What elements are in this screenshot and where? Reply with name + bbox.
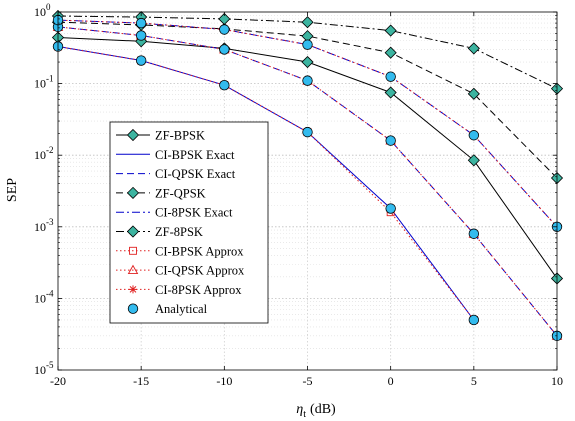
legend-item-ci-qpsk-approx: CI-QPSK Approx	[116, 264, 245, 278]
x-tick-label: -15	[133, 374, 149, 388]
data-point-zf-8psk	[384, 24, 397, 37]
legend-label: ZF-QPSK	[155, 186, 206, 200]
legend-label: CI-QPSK Exact	[155, 167, 236, 181]
x-axis-title-symbol: η	[296, 402, 303, 417]
y-tick-label: 10-1	[34, 74, 54, 91]
data-point-legend-ci-8psk-approx	[129, 285, 137, 294]
legend-item-ci-qpsk-exact: CI-QPSK Exact	[116, 167, 236, 181]
x-tick-label: 10	[551, 374, 563, 388]
x-axis-title: ηt (dB)	[296, 402, 336, 420]
y-tick-base: 10	[34, 291, 46, 305]
data-point-analytical	[219, 24, 230, 35]
x-tick-label: -20	[50, 374, 66, 388]
legend-label: CI-BPSK Exact	[155, 148, 235, 162]
data-point-analytical	[219, 79, 230, 91]
legend-label: CI-8PSK Exact	[155, 206, 233, 220]
data-point-zf-bpsk	[467, 154, 480, 167]
y-tick-exponent: 0	[46, 2, 51, 12]
data-point-analytical	[302, 75, 313, 86]
legend-label: CI-BPSK Approx	[155, 244, 244, 258]
legend-label: ZF-BPSK	[155, 129, 205, 143]
data-point-zf-bpsk	[384, 86, 397, 99]
data-point-zf-8psk	[301, 16, 314, 29]
data-point-analytical	[135, 30, 147, 41]
y-tick-base: 10	[34, 77, 46, 91]
data-point-analytical	[385, 71, 396, 82]
data-point-analytical	[385, 203, 396, 214]
data-point-zf-8psk	[467, 42, 480, 55]
y-tick-label: 10-3	[34, 217, 54, 234]
y-tick-exponent: -3	[46, 217, 54, 227]
x-axis-title-subscript: t	[303, 409, 306, 420]
y-axis-title: SEP	[5, 178, 20, 202]
legend-item-zf-8psk: ZF-8PSK	[116, 225, 203, 239]
x-tick-label: 5	[471, 374, 477, 388]
x-axis-title-unit: (dB)	[310, 402, 336, 417]
data-point-legend-ci-qpsk-approx	[127, 264, 139, 275]
y-tick-base: 10	[34, 148, 46, 162]
y-tick-label: 100	[34, 2, 51, 19]
data-point-analytical	[468, 314, 480, 326]
series-line-ci-bpsk-approx	[57, 46, 475, 321]
legend-item-analytical: Analytical	[127, 302, 208, 316]
y-tick-base: 10	[34, 5, 46, 19]
x-tick-label: 0	[388, 374, 394, 388]
y-tick-label: 10-4	[34, 288, 54, 305]
legend-label: Analytical	[155, 302, 208, 316]
data-point-zf-qpsk	[384, 46, 397, 59]
legend-item-zf-qpsk: ZF-QPSK	[116, 186, 206, 200]
data-point-legend-analytical	[127, 303, 139, 314]
data-point-analytical	[302, 39, 313, 50]
data-point-zf-bpsk	[301, 55, 314, 69]
data-point-analytical	[135, 55, 147, 66]
data-point-analytical	[302, 126, 313, 138]
legend-label: CI-8PSK Approx	[155, 283, 242, 297]
data-point-legend-zf-8psk	[126, 225, 140, 238]
legend-item-ci-bpsk-approx: CI-BPSK Approx	[116, 244, 244, 258]
series-ci-bpsk-exact	[57, 46, 475, 321]
legend-item-zf-bpsk: ZF-BPSK	[116, 129, 205, 143]
y-tick-exponent: -4	[46, 288, 54, 298]
data-point-legend-ci-bpsk-approx	[129, 246, 137, 255]
data-point-legend-zf-bpsk	[126, 128, 140, 142]
data-point-legend-zf-qpsk	[126, 186, 140, 199]
y-tick-exponent: -1	[46, 74, 54, 84]
data-point-analytical	[468, 130, 480, 141]
y-tick-exponent: -5	[46, 360, 54, 370]
y-tick-base: 10	[34, 363, 46, 377]
series-line-ci-bpsk-exact	[57, 46, 475, 321]
x-tick-label: -10	[216, 374, 232, 388]
data-point-analytical	[468, 228, 480, 239]
data-point-analytical	[135, 17, 147, 29]
legend-item-ci-8psk-exact: CI-8PSK Exact	[116, 206, 233, 220]
legend-label: CI-QPSK Approx	[155, 264, 245, 278]
y-tick-exponent: -2	[46, 145, 54, 155]
data-point-zf-qpsk	[467, 87, 480, 100]
legend-item-ci-8psk-approx: CI-8PSK Approx	[116, 283, 242, 297]
x-tick-label: -5	[303, 374, 313, 388]
y-tick-label: 10-2	[34, 145, 54, 162]
y-tick-base: 10	[34, 220, 46, 234]
legend: ZF-BPSK CI-BPSK Exact CI-QPSK Exact ZF-QPSK…	[109, 121, 269, 324]
data-point-analytical	[385, 135, 396, 146]
y-tick-label: 10-5	[34, 360, 54, 377]
legend-item-ci-bpsk-exact: CI-BPSK Exact	[116, 148, 235, 162]
legend-label: ZF-8PSK	[155, 225, 203, 239]
data-point-analytical	[219, 44, 230, 55]
